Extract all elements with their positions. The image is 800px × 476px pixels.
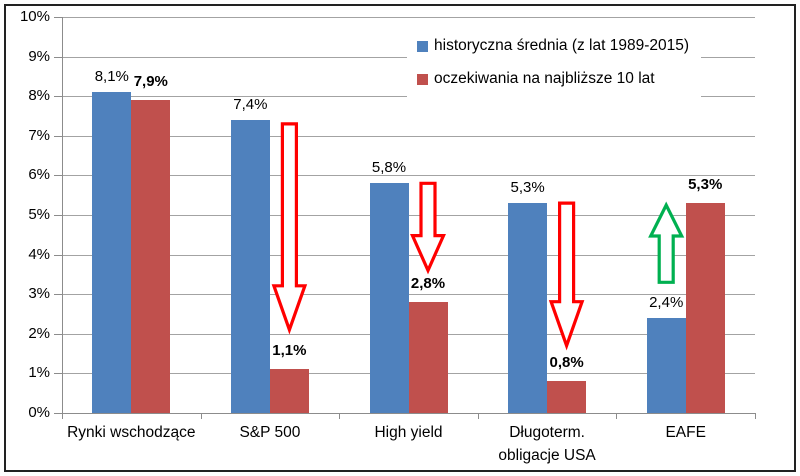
bar-expected	[547, 381, 587, 413]
bar-historical	[369, 183, 409, 413]
data-label: 7,9%	[133, 73, 168, 91]
legend-swatch-icon	[417, 73, 428, 85]
y-axis-tick-label: 10%	[19, 8, 50, 25]
bar-historical	[92, 92, 132, 413]
legend-item: oczekiwania na najbliższe 10 lat	[417, 69, 689, 89]
x-axis-tick	[201, 413, 202, 419]
y-axis-tick-label: 5%	[28, 206, 50, 223]
data-label: 2,8%	[410, 275, 446, 293]
bar-historical	[646, 318, 686, 413]
y-axis-tick-label: 6%	[28, 166, 50, 183]
data-label: 2,4%	[649, 294, 684, 311]
y-gridline	[62, 294, 755, 295]
bar-expected	[408, 302, 448, 413]
red-down-arrow-icon	[410, 181, 446, 275]
category-label: S&P 500	[239, 424, 301, 441]
data-label: 5,3%	[510, 179, 545, 197]
category-label: High yield	[374, 424, 443, 441]
green-up-arrow-icon	[648, 201, 685, 284]
data-label: 5,8%	[371, 159, 407, 177]
data-label: 7,4%	[233, 96, 268, 113]
y-axis-tick-label: 7%	[28, 127, 50, 144]
y-axis-tick-label: 8%	[28, 87, 50, 104]
y-axis-tick-label: 3%	[28, 285, 50, 302]
data-label: 5,3%	[688, 176, 723, 194]
x-axis-tick	[478, 413, 479, 419]
y-axis-tick	[54, 373, 62, 374]
y-gridline	[62, 215, 755, 216]
data-label: 0,8%	[549, 354, 584, 372]
red-down-arrow-icon	[271, 122, 308, 335]
y-gridline	[62, 175, 755, 176]
y-axis-tick	[54, 413, 62, 414]
data-label: 1,1%	[272, 342, 307, 360]
y-axis-tick	[54, 334, 62, 335]
y-axis-tick	[54, 57, 62, 58]
y-axis-tick	[54, 175, 62, 176]
y-axis-tick	[54, 96, 62, 97]
x-axis-line	[62, 413, 755, 414]
y-axis-tick-label: 1%	[28, 364, 50, 381]
bar-expected	[131, 100, 171, 413]
category-label: Długoterm. obligacje USA	[498, 424, 596, 464]
x-axis-tick	[755, 413, 756, 419]
y-axis-tick-label: 0%	[28, 404, 50, 421]
legend-item: historyczna średnia (z lat 1989-2015)	[417, 36, 689, 56]
y-axis-tick	[54, 294, 62, 295]
y-gridline	[62, 255, 755, 256]
y-gridline	[62, 17, 755, 18]
bar-historical	[508, 203, 548, 413]
x-axis-tick	[616, 413, 617, 419]
y-axis-tick	[54, 17, 62, 18]
y-axis-tick-label: 2%	[28, 325, 50, 342]
y-axis-tick-label: 9%	[28, 48, 50, 65]
category-label: Rynki wschodzące	[67, 424, 196, 441]
y-axis-tick-label: 4%	[28, 246, 50, 263]
x-axis-tick	[62, 413, 63, 419]
y-gridline	[62, 136, 755, 137]
legend: historyczna średnia (z lat 1989-2015) ocz…	[407, 29, 702, 106]
legend-label: oczekiwania na najbliższe 10 lat	[434, 70, 655, 87]
legend-swatch-icon	[417, 40, 428, 52]
y-axis-tick	[54, 255, 62, 256]
y-axis-tick	[54, 215, 62, 216]
category-label: EAFE	[665, 424, 706, 441]
x-axis-tick	[339, 413, 340, 419]
data-label: 8,1%	[94, 68, 129, 86]
y-axis-line	[62, 17, 63, 418]
y-axis-tick	[54, 136, 62, 137]
legend-label: historyczna średnia (z lat 1989-2015)	[434, 37, 690, 54]
bar-historical	[230, 120, 270, 413]
red-down-arrow-icon	[548, 201, 585, 351]
bar-expected	[269, 369, 309, 413]
bar-expected	[685, 203, 725, 413]
